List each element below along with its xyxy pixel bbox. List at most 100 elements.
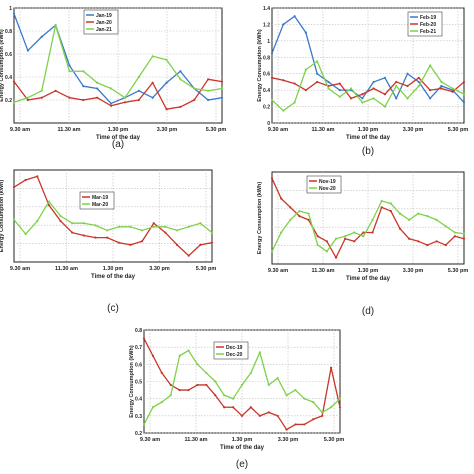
data-point-dec-20 bbox=[294, 388, 297, 392]
data-point-nov-19 bbox=[362, 231, 365, 234]
data-point-mar-20 bbox=[36, 219, 39, 223]
series-line-jan-21 bbox=[13, 24, 223, 103]
data-point-dec-20 bbox=[214, 380, 217, 383]
legend-label: Jan-19 bbox=[96, 13, 112, 19]
data-point-jan-20 bbox=[109, 104, 113, 107]
data-point-mar-20 bbox=[94, 224, 97, 227]
data-point-dec-19 bbox=[214, 394, 217, 397]
data-point-dec-19 bbox=[240, 414, 244, 417]
y-tick-label: 0.8 bbox=[263, 55, 270, 61]
data-point-mar-20 bbox=[199, 222, 202, 225]
data-point-nov-19 bbox=[325, 240, 328, 243]
y-tick-label: 0.6 bbox=[263, 72, 270, 78]
x-axis-label: Time of the day bbox=[91, 274, 136, 280]
series-line-mar-19 bbox=[13, 175, 213, 257]
data-point-mar-20 bbox=[164, 225, 167, 228]
data-point-nov-19 bbox=[398, 227, 402, 230]
data-point-jan-21 bbox=[82, 70, 85, 73]
data-point-feb-19 bbox=[304, 31, 307, 34]
data-point-jan-19 bbox=[151, 96, 154, 99]
data-point-feb-21 bbox=[429, 64, 432, 67]
data-point-feb-20 bbox=[462, 80, 466, 84]
x-tick-label: 3.30 pm bbox=[403, 268, 424, 274]
legend-label: Jan-21 bbox=[96, 27, 112, 33]
x-tick-label: 5.30 pm bbox=[448, 268, 469, 274]
x-axis-label: Time of the day bbox=[346, 276, 391, 282]
x-axis-label: Time of the day bbox=[96, 135, 141, 141]
data-point-jan-19 bbox=[26, 49, 29, 52]
data-point-jan-19 bbox=[207, 98, 210, 102]
data-point-nov-19 bbox=[298, 215, 301, 218]
data-point-feb-19 bbox=[316, 72, 319, 75]
data-point-feb-21 bbox=[282, 109, 285, 112]
x-tick-label: 3.30 pm bbox=[278, 437, 299, 443]
data-point-mar-20 bbox=[82, 222, 85, 225]
x-tick-label: 9.30 am bbox=[10, 266, 30, 272]
data-point-jan-20 bbox=[12, 80, 16, 83]
data-point-jan-21 bbox=[40, 89, 43, 92]
data-point-feb-19 bbox=[417, 80, 420, 84]
y-tick-label: 0.4 bbox=[263, 88, 270, 94]
x-tick-label: 11.30 am bbox=[312, 268, 335, 274]
x-tick-label: 5.30 pm bbox=[324, 437, 345, 443]
y-axis-label: Energy Consumption (kWh) bbox=[257, 182, 263, 255]
data-point-jan-21 bbox=[68, 70, 71, 73]
y-axis-label: Energy Consumption (kWh) bbox=[0, 29, 5, 102]
data-point-jan-20 bbox=[207, 78, 210, 81]
legend-label: Dec-20 bbox=[226, 352, 243, 358]
data-point-mar-19 bbox=[199, 243, 202, 246]
data-point-dec-20 bbox=[321, 411, 324, 414]
series-line-feb-21 bbox=[271, 60, 465, 112]
data-point-dec-20 bbox=[303, 397, 306, 400]
x-tick-label: 3.30 pm bbox=[403, 127, 424, 133]
data-point-jan-20 bbox=[68, 96, 71, 99]
data-point-mar-20 bbox=[129, 225, 132, 228]
data-point-feb-20 bbox=[383, 93, 387, 96]
y-axis-label: Energy Consumption (kWh) bbox=[129, 345, 135, 418]
data-point-nov-19 bbox=[408, 237, 411, 240]
data-point-nov-20 bbox=[389, 202, 392, 205]
data-point-jan-21 bbox=[151, 55, 154, 58]
y-tick-label: 0.3 bbox=[135, 414, 142, 420]
data-point-jan-19 bbox=[109, 102, 113, 105]
data-point-dec-20 bbox=[231, 397, 235, 400]
y-tick-label: 0.2 bbox=[263, 105, 270, 111]
data-point-nov-20 bbox=[270, 250, 274, 253]
data-point-dec-20 bbox=[285, 394, 288, 397]
data-point-jan-19 bbox=[137, 89, 140, 92]
data-point-dec-19 bbox=[285, 428, 288, 431]
x-tick-label: 9.30 am bbox=[268, 127, 288, 133]
data-point-nov-19 bbox=[453, 235, 456, 238]
data-point-dec-20 bbox=[276, 376, 279, 380]
data-point-jan-19 bbox=[40, 35, 43, 38]
data-point-jan-21 bbox=[220, 87, 224, 90]
data-point-dec-19 bbox=[205, 383, 208, 387]
y-tick-label: 0.4 bbox=[135, 397, 142, 403]
data-point-jan-19 bbox=[165, 81, 168, 84]
data-point-dec-20 bbox=[142, 423, 146, 426]
data-point-mar-19 bbox=[164, 231, 167, 234]
data-point-jan-20 bbox=[123, 101, 127, 104]
series-line-nov-19 bbox=[271, 178, 465, 259]
data-point-jan-20 bbox=[40, 96, 43, 99]
x-tick-label: 9.30 am bbox=[10, 127, 30, 133]
data-point-jan-19 bbox=[96, 87, 99, 90]
data-point-nov-20 bbox=[426, 215, 429, 218]
data-point-feb-20 bbox=[349, 97, 353, 100]
panel-caption: (b) bbox=[362, 146, 374, 157]
data-point-feb-20 bbox=[361, 93, 364, 96]
data-point-nov-19 bbox=[444, 243, 447, 247]
x-tick-label: 1.30 pm bbox=[108, 127, 129, 133]
x-tick-label: 9.30 am bbox=[140, 437, 160, 443]
x-tick-label: 5.30 pm bbox=[206, 127, 227, 133]
series-line-jan-20 bbox=[13, 78, 223, 110]
data-point-nov-19 bbox=[389, 209, 392, 213]
data-point-feb-19 bbox=[440, 84, 443, 88]
data-point-dec-20 bbox=[249, 371, 253, 375]
data-point-nov-20 bbox=[344, 235, 347, 238]
series-line-mar-20 bbox=[13, 200, 213, 235]
data-point-jan-19 bbox=[12, 12, 16, 15]
y-tick-label: 1.4 bbox=[263, 6, 270, 12]
data-point-feb-19 bbox=[406, 72, 409, 75]
data-point-feb-20 bbox=[395, 80, 398, 84]
